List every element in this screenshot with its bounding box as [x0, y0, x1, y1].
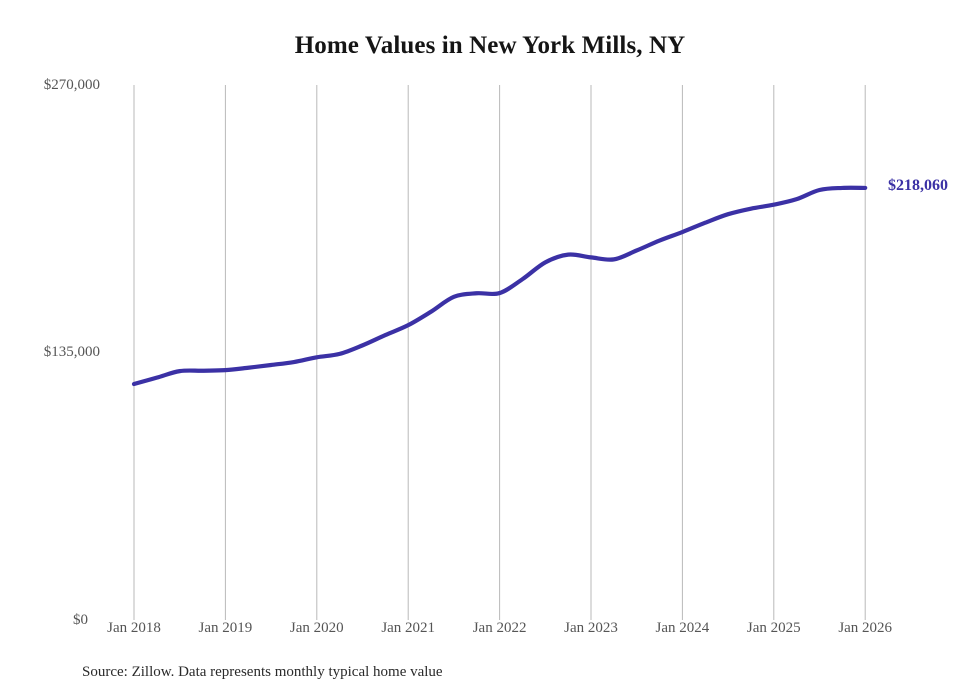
x-axis-tick-label-jan-2025: Jan 2025: [746, 620, 801, 636]
chart-title: Home Values in New York Mills, NY: [294, 32, 686, 59]
y-axis-tick-label-middle: $135,000: [43, 344, 100, 360]
x-axis-tick-label-jan-2018: Jan 2018: [107, 620, 161, 636]
x-axis-tick-label-jan-2026: Jan 2026: [838, 620, 893, 636]
y-axis-tick-label-zero: $0: [73, 612, 88, 628]
x-axis-tick-label-jan-2021: Jan 2021: [381, 620, 436, 636]
end-value-annotation: $218,060: [888, 176, 948, 194]
x-axis-tick-label-jan-2024: Jan 2024: [655, 620, 710, 636]
x-axis-tick-label-jan-2023: Jan 2023: [564, 620, 618, 636]
vertical-gridlines: [133, 85, 866, 620]
home-value-line: [131, 185, 868, 387]
source-note: Source: Zillow. Data represents monthly …: [82, 664, 443, 680]
x-axis-tick-label-jan-2019: Jan 2019: [198, 620, 253, 636]
y-axis-tick-label-top: $270,000: [43, 77, 100, 93]
x-axis-tick-label-jan-2022: Jan 2022: [472, 620, 527, 636]
x-axis-tick-label-jan-2020: Jan 2020: [289, 620, 344, 636]
